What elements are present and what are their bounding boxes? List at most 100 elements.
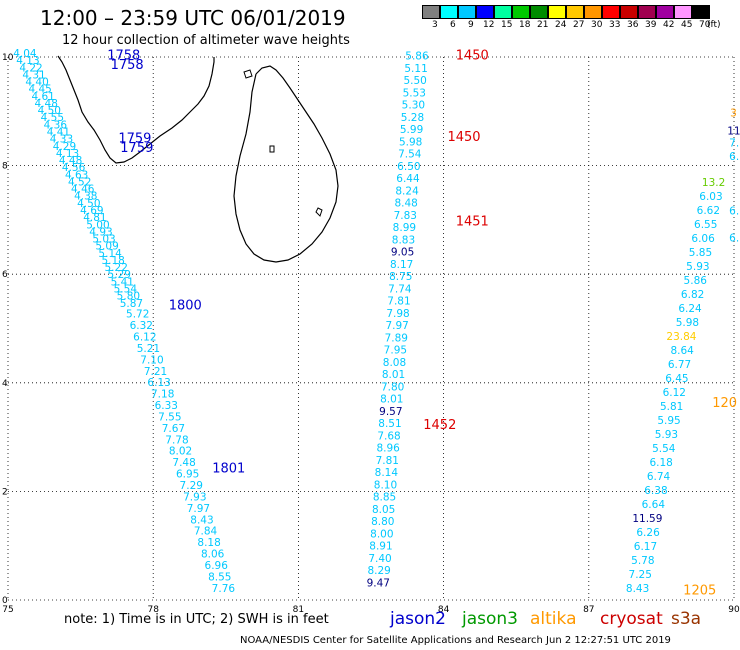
wave-height-label: 4.55 xyxy=(41,112,64,124)
wave-height-label: 5.53 xyxy=(403,87,426,99)
wave-height-label: 4.46 xyxy=(71,184,95,196)
footnote: note: 1) Time is in UTC; 2) SWH is in fe… xyxy=(64,612,329,627)
wave-height-label: 4.50 xyxy=(77,198,100,210)
wave-height-label: 5.81 xyxy=(660,401,683,413)
y-tick-label: 2 xyxy=(2,487,8,497)
wave-height-label: 6.95 xyxy=(176,469,199,481)
wave-height-label: 11 xyxy=(727,126,740,138)
legend-swatch xyxy=(458,5,476,19)
wave-height-label: 4.22 xyxy=(19,62,42,74)
wave-height-label: 7.25 xyxy=(629,569,652,581)
time-label: 1759 xyxy=(118,131,151,146)
wave-height-label: 5.22 xyxy=(105,262,128,274)
wave-height-label: 8.02 xyxy=(169,446,192,458)
track-3: 13.2 6.03 6.62 6.55 6.06 5.85 5.93 5.86 6.82 6.24… xyxy=(626,108,740,599)
legend-label: 39 xyxy=(645,20,657,30)
legend-label: 45 xyxy=(681,20,693,30)
wave-height-label: 3 xyxy=(730,108,737,120)
wave-height-label: 6.24 xyxy=(678,303,702,315)
legend-swatch xyxy=(692,5,710,19)
wave-height-label: 8.10 xyxy=(374,479,397,491)
track-1: 4.044.134.224.314.404.454.614.484.504.55… xyxy=(13,48,245,595)
satellite-jason2: jason2 xyxy=(390,609,446,629)
wave-height-label: 8.91 xyxy=(369,541,392,553)
time-label: 1800 xyxy=(169,298,202,313)
wave-height-label: 4.61 xyxy=(31,91,54,103)
wave-height-label: 5.95 xyxy=(657,415,680,427)
wave-height-label: 5.18 xyxy=(101,255,124,267)
wave-height-label: 5.28 xyxy=(401,112,424,124)
wave-height-label: 8.24 xyxy=(395,185,419,197)
wave-height-label: 6.64 xyxy=(642,499,666,511)
wave-height-label: 5.54 xyxy=(652,443,676,455)
wave-height-label: 8.55 xyxy=(208,571,231,583)
wave-height-label: 8.80 xyxy=(371,516,394,528)
wave-height-label: 8.96 xyxy=(376,443,400,455)
wave-height-label: 8.08 xyxy=(383,357,406,369)
wave-height-label: 5.86 xyxy=(405,51,429,63)
wave-height-label: 7.95 xyxy=(384,345,407,357)
page-title: 12:00 – 23:59 UTC 06/01/2019 xyxy=(40,6,346,30)
time-label: 1450 xyxy=(447,130,480,145)
wave-height-label: 4.13 xyxy=(16,55,39,67)
wave-height-label: 8.00 xyxy=(370,528,393,540)
wave-height-label: 4.52 xyxy=(68,176,91,188)
wave-height-label: 7.55 xyxy=(158,411,181,423)
wave-height-label: 7. xyxy=(729,138,739,150)
wave-height-label: 6.44 xyxy=(396,173,420,185)
wave-height-label: 5.41 xyxy=(111,276,134,288)
wave-height-label: 6.12 xyxy=(663,387,686,399)
wave-height-label: 7.89 xyxy=(385,332,408,344)
wave-height-label: 6. xyxy=(729,233,739,245)
time-label: 1801 xyxy=(212,461,245,476)
wave-height-label: 7.98 xyxy=(386,308,409,320)
legend-label: 6 xyxy=(450,20,456,30)
y-tick-label: 0 xyxy=(2,596,8,606)
wave-height-label: 6. xyxy=(729,205,739,217)
wave-height-label: 8.75 xyxy=(389,271,412,283)
wave-height-label: 5.93 xyxy=(686,261,709,273)
legend-label: 33 xyxy=(609,20,621,30)
legend-label: 18 xyxy=(519,20,531,30)
legend-label: 3 xyxy=(432,20,438,30)
wave-height-label: 8.17 xyxy=(390,259,413,271)
time-label: 1205 xyxy=(683,584,716,599)
wave-height-label: 6.18 xyxy=(649,457,672,469)
wave-height-label: 5.80 xyxy=(117,291,140,303)
wave-height-label: 8.01 xyxy=(382,369,405,381)
legend-unit: (ft) xyxy=(707,20,721,30)
wave-height-label: 8.43 xyxy=(190,514,213,526)
satellite-altika: altika xyxy=(530,609,577,629)
wave-height-label: 5.14 xyxy=(98,248,122,260)
wave-height-label: 11.59 xyxy=(632,513,662,525)
satellite-cryosat: cryosat xyxy=(600,609,663,629)
wave-height-label: 5.11 xyxy=(404,63,427,75)
wave-height-label: 5.00 xyxy=(86,219,109,231)
legend-swatch xyxy=(620,5,638,19)
wave-height-label: 7.76 xyxy=(212,583,236,595)
y-tick-label: 10 xyxy=(2,53,14,63)
wave-height-label: 7.81 xyxy=(387,296,410,308)
wave-height-label: 9.57 xyxy=(379,406,402,418)
legend-label: 70 xyxy=(699,20,711,30)
y-tick-label: 4 xyxy=(2,379,8,389)
wave-height-label: 4.63 xyxy=(65,169,88,181)
legend-swatch xyxy=(476,5,494,19)
wave-height-label: 6.03 xyxy=(699,191,722,203)
wave-height-label: 7.93 xyxy=(183,491,206,503)
wave-height-label: 6.17 xyxy=(634,541,657,553)
wave-height-label: 5.93 xyxy=(655,429,678,441)
wave-height-label: 5.03 xyxy=(92,234,115,246)
wave-height-label: 7.78 xyxy=(165,434,188,446)
wave-height-label: 5.86 xyxy=(684,275,708,287)
time-label: 1759 xyxy=(120,141,153,156)
wave-height-label: 8.43 xyxy=(626,583,649,595)
wave-height-label: 8.29 xyxy=(367,565,390,577)
legend-label: 42 xyxy=(663,20,675,30)
wave-height-label: 6. xyxy=(729,151,739,163)
wave-height-label: 5.29 xyxy=(108,269,131,281)
wave-height-label: 6.55 xyxy=(694,219,717,231)
wave-height-label: 4.40 xyxy=(25,77,48,89)
grid-lines xyxy=(7,56,735,601)
wave-height-label: 5.21 xyxy=(137,343,160,355)
